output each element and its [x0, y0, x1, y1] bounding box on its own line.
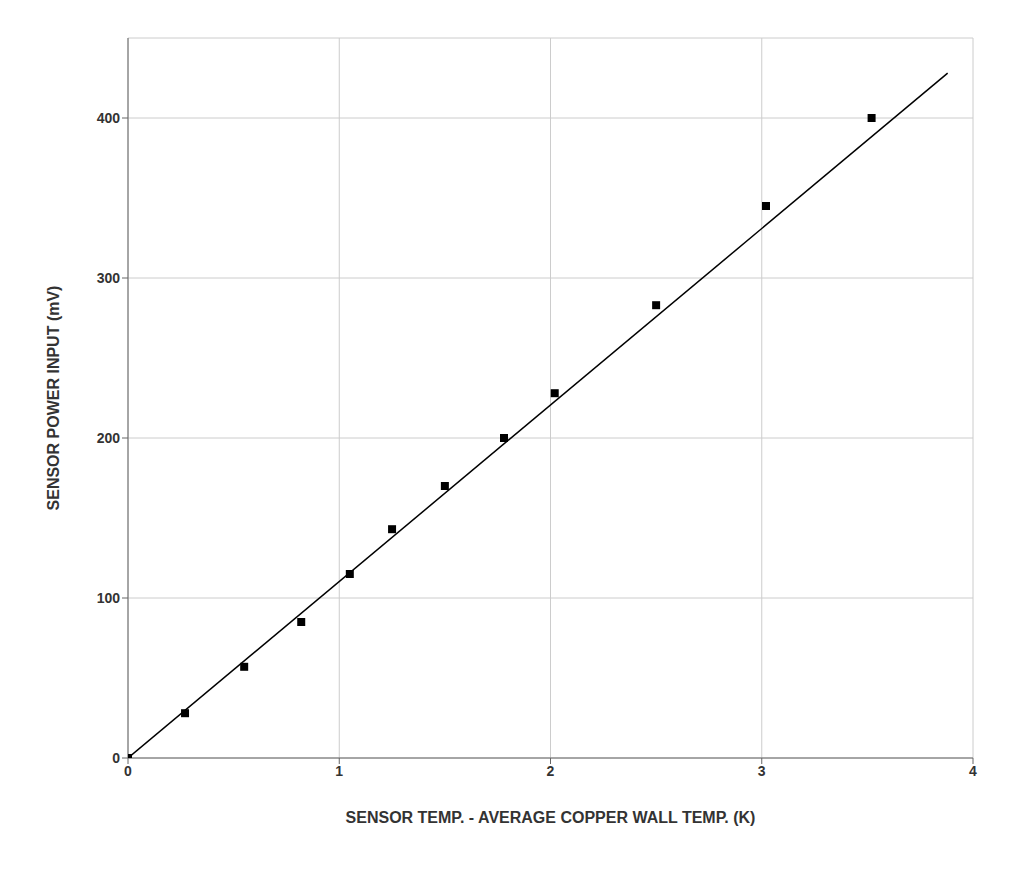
- svg-text:SENSOR POWER INPUT (mV): SENSOR POWER INPUT (mV): [45, 286, 62, 511]
- svg-text:1: 1: [335, 763, 343, 779]
- svg-text:2: 2: [547, 763, 555, 779]
- svg-text:SENSOR TEMP. - AVERAGE COPPER: SENSOR TEMP. - AVERAGE COPPER WALL TEMP.…: [346, 809, 756, 826]
- svg-text:100: 100: [97, 590, 121, 606]
- svg-text:4: 4: [969, 763, 977, 779]
- svg-text:3: 3: [758, 763, 766, 779]
- svg-text:200: 200: [97, 430, 121, 446]
- svg-text:0: 0: [112, 750, 120, 766]
- svg-text:0: 0: [124, 763, 132, 779]
- svg-text:400: 400: [97, 110, 121, 126]
- svg-text:300: 300: [97, 270, 121, 286]
